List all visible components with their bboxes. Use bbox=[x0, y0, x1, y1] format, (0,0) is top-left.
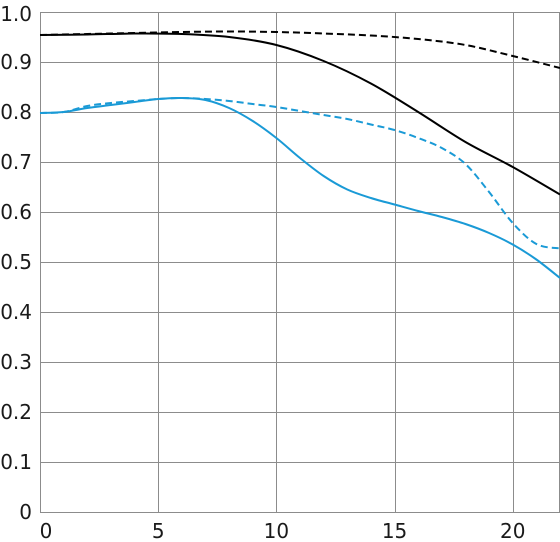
x-tick-labels: 0 5 10 15 20 bbox=[40, 519, 526, 542]
y-tick-label: 0.7 bbox=[0, 150, 32, 174]
x-tick-label: 5 bbox=[152, 519, 165, 542]
series-line-1 bbox=[39, 30, 560, 69]
series-line-3 bbox=[39, 97, 560, 250]
x-tick-label: 20 bbox=[500, 519, 525, 542]
y-tick-label: 0.1 bbox=[0, 450, 32, 474]
y-tick-label: 1.0 bbox=[0, 2, 32, 26]
y-tick-labels: 0 0.1 0.2 0.3 0.4 0.5 0.6 0.7 0.8 0.9 1.0 bbox=[0, 2, 32, 524]
y-tick-label: 0 bbox=[19, 500, 32, 524]
grid-lines bbox=[40, 12, 560, 513]
series-line-0 bbox=[39, 32, 560, 196]
x-tick-label: 10 bbox=[264, 519, 289, 542]
x-tick-label: 0 bbox=[40, 519, 53, 542]
y-tick-label: 0.6 bbox=[0, 200, 32, 224]
x-tick-label: 15 bbox=[382, 519, 407, 542]
series-line-2 bbox=[39, 96, 560, 279]
y-tick-label: 0.9 bbox=[0, 50, 32, 74]
y-tick-label: 0.2 bbox=[0, 400, 32, 424]
series-layer bbox=[39, 30, 560, 279]
y-tick-label: 0.3 bbox=[0, 350, 32, 374]
y-tick-label: 0.4 bbox=[0, 300, 32, 324]
y-tick-label: 0.8 bbox=[0, 100, 32, 124]
y-tick-label: 0.5 bbox=[0, 250, 32, 274]
